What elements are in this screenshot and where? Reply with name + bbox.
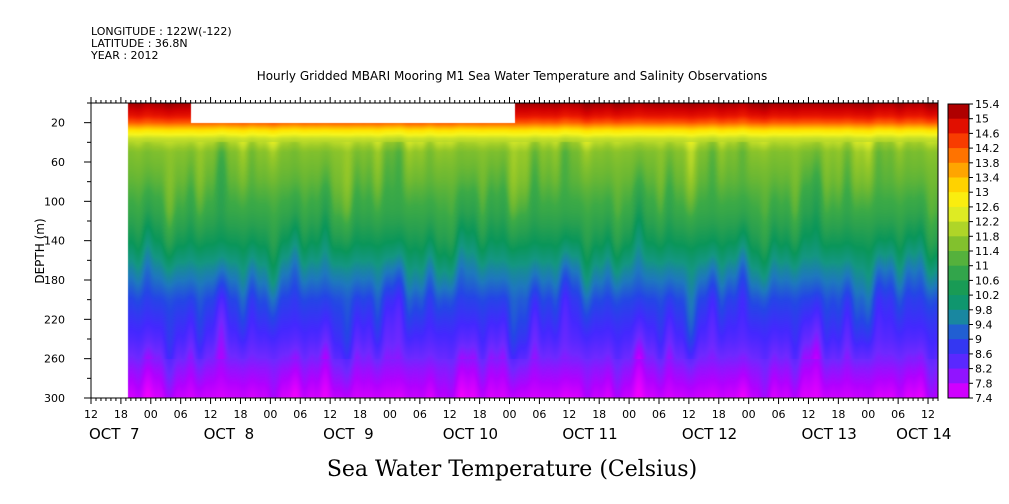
x-tick-label: 06 (652, 408, 666, 421)
colorbar-label: 14.2 (975, 142, 1000, 155)
x-day-label: OCT 9 (323, 425, 374, 443)
x-tick-label: 00 (622, 408, 636, 421)
chart-caption: Sea Water Temperature (Celsius) (327, 457, 697, 482)
colorbar-label: 15.4 (975, 98, 1000, 111)
colorbar-label: 13 (975, 186, 989, 199)
axes: 12 18 00 06 12 18 00 06 12 18 00 06 12 18 00 06 12 18 00 06… (44, 97, 951, 443)
x-tick-label: 12 (323, 408, 337, 421)
colorbar-swatch (948, 148, 969, 164)
x-tick-label: 12 (921, 408, 935, 421)
colorbar-swatch (948, 192, 969, 208)
y-tick-label: 20 (51, 117, 65, 130)
colorbar-label: 12.6 (975, 201, 1000, 214)
colorbar-swatch (948, 383, 969, 399)
x-tick-label: 12 (204, 408, 218, 421)
x-tick-label: 18 (353, 408, 367, 421)
y-axis-title: DEPTH (m) (33, 218, 47, 283)
year-label: YEAR : 2012 (90, 49, 159, 62)
colorbar-label: 14.6 (975, 127, 1000, 140)
x-tick-label: 00 (503, 408, 517, 421)
x-day-label: OCT 14 (896, 425, 951, 443)
colorbar-label: 11.8 (975, 230, 1000, 243)
x-tick-label: 18 (831, 408, 845, 421)
x-day-label: OCT 11 (562, 425, 617, 443)
colorbar-label: 11.4 (975, 245, 1000, 258)
y-tick-label: 260 (44, 353, 65, 366)
y-tick-label: 140 (44, 235, 65, 248)
colorbar-swatch (948, 162, 969, 178)
longitude-label: LONGITUDE : 122W(-122) (91, 25, 232, 38)
colorbar-label: 10.2 (975, 289, 1000, 302)
colorbar-label: 12.2 (975, 216, 1000, 229)
y-tick-label: 300 (44, 392, 65, 405)
colorbar-swatch (948, 104, 969, 120)
x-tick-label: 18 (233, 408, 247, 421)
heatmap-plot (91, 103, 938, 398)
colorbar-label: 9.8 (975, 304, 993, 317)
colorbar-label: 11 (975, 260, 989, 273)
colorbar-swatch (948, 177, 969, 193)
x-tick-label: 00 (263, 408, 277, 421)
x-tick-label: 06 (293, 408, 307, 421)
x-tick-label: 06 (532, 408, 546, 421)
colorbar-swatch (948, 236, 969, 252)
colorbar-label: 13.8 (975, 157, 1000, 170)
x-tick-label: 06 (891, 408, 905, 421)
x-day-label: OCT 12 (682, 425, 737, 443)
temperature-heatmap (91, 103, 938, 398)
x-tick-label: 12 (682, 408, 696, 421)
colorbar-swatch (948, 353, 969, 370)
colorbar-swatch (948, 309, 969, 325)
colorbar-swatch (948, 206, 969, 223)
x-tick-label: 00 (383, 408, 397, 421)
x-day-label: OCT 10 (443, 425, 498, 443)
y-tick-label: 60 (51, 156, 65, 169)
colorbar-label: 8.2 (975, 363, 993, 376)
colorbar-swatch (948, 221, 969, 237)
colorbar-label: 10.6 (975, 274, 1000, 287)
x-day-label: OCT 7 (89, 425, 140, 443)
colorbar-swatch (948, 265, 969, 281)
x-tick-label: 00 (861, 408, 875, 421)
x-tick-label: 00 (742, 408, 756, 421)
y-tick-label: 180 (44, 274, 65, 287)
x-tick-label: 06 (413, 408, 427, 421)
colorbar-label: 8.6 (975, 348, 993, 361)
x-tick-label: 18 (114, 408, 128, 421)
y-tick-label: 220 (44, 313, 65, 326)
colorbar-label: 15 (975, 113, 989, 126)
colorbar-swatch (948, 133, 969, 149)
colorbar-swatch (948, 324, 969, 340)
x-tick-label: 12 (443, 408, 457, 421)
x-tick-label: 18 (592, 408, 606, 421)
x-tick-label: 06 (772, 408, 786, 421)
x-tick-label: 18 (473, 408, 487, 421)
x-day-label: OCT 8 (204, 425, 255, 443)
colorbar-label: 9.4 (975, 319, 993, 332)
colorbar-swatch (948, 339, 969, 355)
colorbar-label: 13.4 (975, 172, 1000, 185)
colorbar-label: 7.8 (975, 377, 993, 390)
y-tick-label: 100 (44, 195, 65, 208)
x-tick-label: 12 (801, 408, 815, 421)
latitude-label: LATITUDE : 36.8N (91, 37, 188, 50)
colorbar-swatch (948, 368, 969, 384)
colorbar-swatch (948, 295, 969, 311)
x-tick-label: 18 (712, 408, 726, 421)
x-day-label: OCT 13 (801, 425, 856, 443)
colorbar-swatch (948, 280, 969, 296)
chart-title: Hourly Gridded MBARI Mooring M1 Sea Wate… (257, 69, 768, 83)
x-tick-label: 12 (562, 408, 576, 421)
colorbar-swatch (948, 251, 969, 267)
colorbar-label: 7.4 (975, 392, 993, 405)
colorbar-label: 9 (975, 333, 982, 346)
x-tick-label: 00 (144, 408, 158, 421)
x-tick-label: 06 (174, 408, 188, 421)
colorbar-swatch (948, 118, 969, 134)
x-tick-label: 12 (84, 408, 98, 421)
